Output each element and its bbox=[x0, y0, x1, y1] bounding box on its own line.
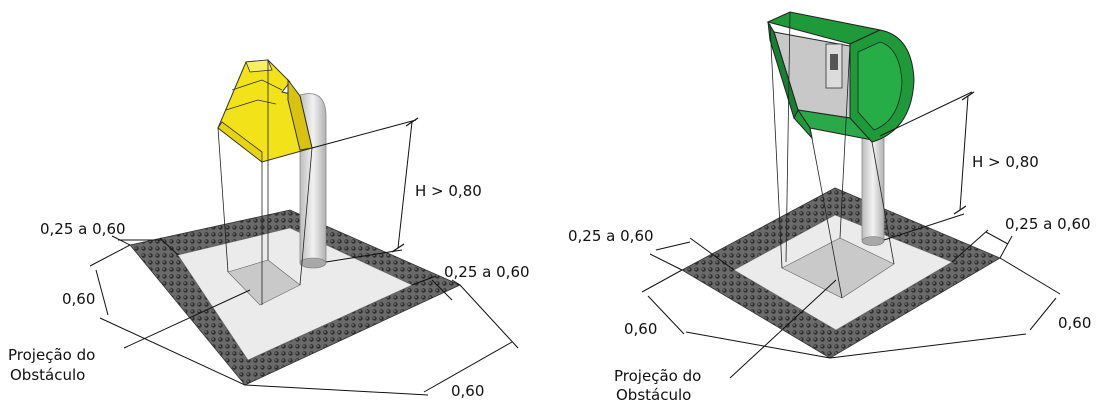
right-green-obstacle bbox=[766, 11, 915, 143]
left-label-projection-2: Obstáculo bbox=[10, 366, 85, 384]
left-projection-lines bbox=[217, 60, 313, 305]
right-band-dimensions bbox=[641, 229, 1061, 379]
right-label-projection-2: Obstáculo bbox=[616, 386, 691, 404]
right-label-projection-1: Projeção do bbox=[614, 367, 701, 385]
right-label-right-band: 0,60 bbox=[1058, 314, 1091, 332]
left-label-left-band: 0,60 bbox=[62, 290, 95, 308]
left-figure: 0,25 a 0,60 0,60 H > 0,80 0,25 a 0,60 0,… bbox=[8, 59, 530, 400]
right-label-right-top-band: 0,25 a 0,60 bbox=[1005, 215, 1091, 233]
left-label-height: H > 0,80 bbox=[415, 182, 482, 200]
right-label-left-top-band: 0,25 a 0,60 bbox=[568, 227, 654, 245]
right-label-left-band: 0,60 bbox=[624, 320, 657, 338]
left-label-right-band: 0,25 a 0,60 bbox=[444, 263, 530, 281]
left-yellow-obstacle bbox=[217, 59, 313, 163]
left-label-bottom-band: 0,60 bbox=[451, 382, 484, 400]
left-height-dimension bbox=[311, 117, 419, 263]
left-band-dimensions bbox=[89, 235, 519, 396]
right-figure: 0,25 a 0,60 0,60 H > 0,80 0,25 a 0,60 0,… bbox=[568, 11, 1091, 404]
right-height-dimension bbox=[879, 91, 975, 241]
right-projection-lines bbox=[769, 11, 895, 299]
left-label-projection-1: Projeção do bbox=[8, 346, 95, 364]
right-label-height: H > 0,80 bbox=[972, 153, 1039, 171]
left-label-top-band: 0,25 a 0,60 bbox=[40, 220, 126, 238]
